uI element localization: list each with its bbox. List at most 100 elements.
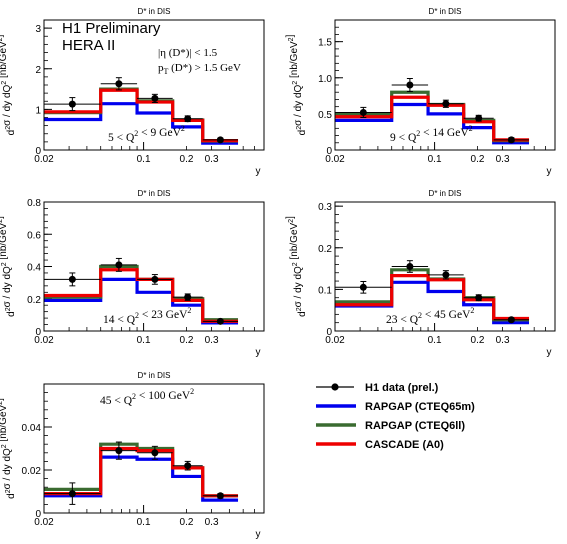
x-axis-label: y — [547, 347, 552, 358]
x-tick-label: 0.2 — [180, 154, 194, 165]
x-tick-label: 0.3 — [205, 335, 219, 346]
data-point — [100, 77, 138, 91]
plot-frame — [43, 19, 265, 151]
data-marker — [68, 490, 76, 498]
x-tick-label: 0.1 — [428, 335, 442, 346]
data-point — [137, 445, 173, 460]
y-axis-label: d2σ / dy dQ2 [nb/GeV2] — [0, 398, 17, 499]
h1-data-series — [44, 77, 239, 144]
x-tick-label: 0.2 — [471, 335, 485, 346]
y-axis: 0 0.5 1.0 1.5 — [318, 19, 343, 157]
data-point — [100, 257, 138, 272]
y-axis-label: d2σ / dy dQ2 [nb/GeV2] — [0, 216, 17, 317]
pt-sub: T — [164, 67, 169, 76]
legend-label: RAPGAP (CTEQ65m) — [365, 401, 475, 413]
data-marker — [359, 283, 367, 291]
x-tick-label: 0.02 — [325, 335, 345, 346]
panel-title: D* in DIS — [138, 189, 171, 198]
panel-title: D* in DIS — [138, 371, 171, 380]
legend-entry: H1 data (prel.) — [316, 382, 439, 394]
data-marker — [151, 275, 159, 283]
y-tick-label: 0.2 — [27, 295, 41, 306]
plot-frame — [43, 201, 265, 332]
data-marker — [475, 114, 483, 122]
y-tick-label: 0.2 — [318, 244, 332, 255]
data-point — [493, 136, 530, 144]
data-point — [428, 99, 464, 108]
y-axis: 0 0.2 0.4 0.6 0.8 — [27, 198, 52, 338]
x-tick-label: 0.1 — [137, 154, 151, 165]
y-tick-label: 0.8 — [27, 198, 41, 209]
x-axis-label: y — [256, 166, 261, 177]
y-tick-label: 0.3 — [318, 202, 332, 213]
experiment-label: H1 Preliminary — [62, 20, 161, 37]
panel-title: D* in DIS — [429, 189, 462, 198]
legend-data-marker — [331, 383, 339, 391]
y-tick-label: 1 — [35, 105, 41, 116]
data-marker — [184, 115, 192, 123]
q2-range-label: 9 < Q2 < 14 GeV2 — [390, 124, 473, 144]
y-tick-label: 0 — [326, 327, 332, 338]
y-axis-label: d2σ / dy dQ2 [nb/GeV2] — [0, 34, 17, 135]
data-marker — [184, 462, 192, 470]
y-tick-label: 1.5 — [318, 38, 332, 49]
y-tick-label: 1.0 — [318, 74, 332, 85]
data-point — [391, 78, 429, 92]
y-axis-label: d2σ / dy dQ2 [nb/GeV2] — [285, 34, 308, 135]
y-axis: 0 0.02 0.04 — [22, 383, 52, 520]
data-marker — [359, 108, 367, 116]
x-tick-label: 0.2 — [471, 154, 485, 165]
data-marker — [475, 294, 483, 302]
plot-frame — [334, 201, 556, 332]
h1-data-series — [44, 441, 239, 505]
x-axis: 0.02 0.1 0.2 0.3 y — [34, 323, 265, 358]
y-tick-label: 3 — [35, 24, 41, 35]
cascade-a0-curve — [335, 274, 530, 321]
panel-4: D* in DIS 0 0.1 0.2 0.3 0.02 0.1 0.2 0.3 y d2σ / d… — [285, 189, 556, 358]
pt-cut-label: pT (D*) > 1.5 GeV — [158, 62, 241, 76]
data-marker — [115, 261, 123, 269]
data-point — [137, 274, 173, 285]
experiment-header: H1 Preliminary HERA II |η (D*)| < 1.5 pT… — [62, 20, 241, 76]
legend-label: H1 data (prel.) — [365, 382, 439, 394]
panel-title: D* in DIS — [138, 7, 171, 16]
legend-label: CASCADE (A0) — [365, 439, 444, 451]
y-axis: 0 1 2 3 — [35, 19, 52, 157]
panel-title: D* in DIS — [429, 7, 462, 16]
data-point — [335, 106, 392, 118]
data-marker — [442, 271, 450, 279]
q2-range-label: 14 < Q2 < 23 GeV2 — [103, 306, 191, 326]
x-tick-label: 0.3 — [205, 154, 219, 165]
panel-1: D* in DIS 0 1 2 3 0.02 0.1 0.2 0.3 y d2σ / dy dQ2 … — [0, 7, 265, 177]
y-tick-label: 0.5 — [318, 110, 332, 121]
data-point — [202, 492, 239, 500]
data-point — [463, 294, 494, 302]
legend-label: RAPGAP (CTEQ6ll) — [365, 420, 465, 432]
y-tick-label: 2 — [35, 65, 41, 76]
y-tick-label: 0.4 — [27, 263, 41, 274]
x-axis-label: y — [256, 529, 261, 540]
data-point — [137, 93, 173, 103]
data-point — [100, 441, 138, 460]
panels: D* in DIS 0 1 2 3 0.02 0.1 0.2 0.3 y d2σ / dy dQ2 … — [0, 7, 556, 540]
eta-cut-label: |η (D*)| < 1.5 — [158, 47, 218, 59]
plot-frame — [43, 383, 265, 514]
data-marker — [68, 100, 76, 108]
data-marker — [507, 136, 515, 144]
legend-entry: CASCADE (A0) — [316, 439, 444, 451]
h1-data-series — [335, 78, 530, 144]
y-tick-label: 0.04 — [22, 423, 42, 434]
panel-3: D* in DIS 0 0.2 0.4 0.6 0.8 0.02 0.1 0.2 0.3 y d2σ … — [0, 189, 265, 358]
x-tick-label: 0.1 — [137, 517, 151, 528]
panel-5: D* in DIS 00.020.040.02 0.1 0.2 0.3y d2σ / dy… — [0, 371, 265, 540]
data-point — [44, 272, 101, 287]
y-tick-label: 0 — [35, 146, 41, 157]
x-axis: 0.02 0.1 0.2 0.3 y — [34, 505, 265, 540]
data-point — [391, 260, 429, 273]
data-marker — [216, 317, 224, 325]
data-point — [44, 482, 101, 505]
h1-data-series — [44, 257, 239, 325]
data-point — [172, 460, 203, 471]
data-marker — [68, 275, 76, 283]
